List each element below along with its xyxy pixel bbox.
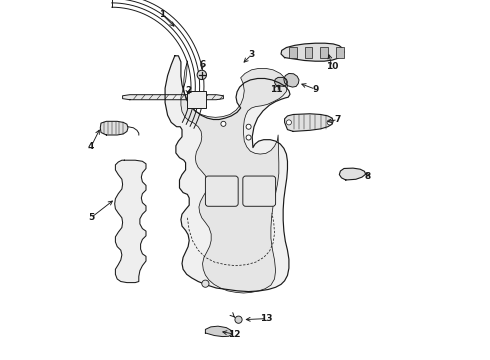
Circle shape xyxy=(202,280,209,287)
Circle shape xyxy=(235,316,242,323)
Text: 10: 10 xyxy=(326,62,338,71)
Polygon shape xyxy=(339,168,366,180)
Polygon shape xyxy=(122,95,223,100)
Bar xyxy=(304,47,313,58)
Bar xyxy=(320,47,328,58)
Polygon shape xyxy=(181,61,288,293)
Circle shape xyxy=(221,121,226,126)
Text: 12: 12 xyxy=(228,330,241,338)
Circle shape xyxy=(246,135,251,140)
Text: 3: 3 xyxy=(248,50,255,59)
Text: 13: 13 xyxy=(260,314,273,323)
Text: 4: 4 xyxy=(88,143,94,152)
FancyBboxPatch shape xyxy=(205,176,238,206)
Polygon shape xyxy=(165,56,290,292)
Polygon shape xyxy=(274,77,288,86)
Polygon shape xyxy=(100,121,128,135)
FancyBboxPatch shape xyxy=(243,176,275,206)
Polygon shape xyxy=(284,73,299,87)
Circle shape xyxy=(197,70,206,80)
Text: 11: 11 xyxy=(270,85,282,94)
Text: 7: 7 xyxy=(335,115,341,124)
Polygon shape xyxy=(281,43,344,61)
Polygon shape xyxy=(115,160,146,283)
Text: 5: 5 xyxy=(88,213,94,222)
Polygon shape xyxy=(205,326,232,337)
Bar xyxy=(336,47,343,58)
Polygon shape xyxy=(285,114,333,131)
Text: 6: 6 xyxy=(199,60,206,69)
Text: 8: 8 xyxy=(365,172,371,181)
Text: 2: 2 xyxy=(185,86,191,95)
Bar xyxy=(289,47,297,58)
Bar xyxy=(187,91,206,108)
Text: 9: 9 xyxy=(312,85,319,94)
Circle shape xyxy=(327,120,332,125)
Text: 1: 1 xyxy=(159,10,165,19)
Circle shape xyxy=(246,124,251,129)
Circle shape xyxy=(286,120,292,125)
